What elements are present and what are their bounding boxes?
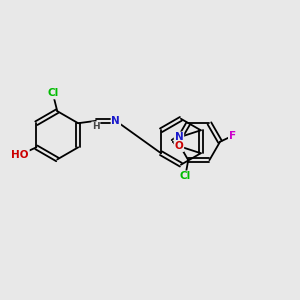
Text: N: N <box>175 132 183 142</box>
Text: HO: HO <box>11 150 29 160</box>
Text: Cl: Cl <box>47 88 58 98</box>
Text: H: H <box>92 122 100 131</box>
Text: O: O <box>175 141 183 151</box>
Text: Cl: Cl <box>180 171 191 181</box>
Text: F: F <box>229 131 236 141</box>
Text: N: N <box>112 116 120 126</box>
